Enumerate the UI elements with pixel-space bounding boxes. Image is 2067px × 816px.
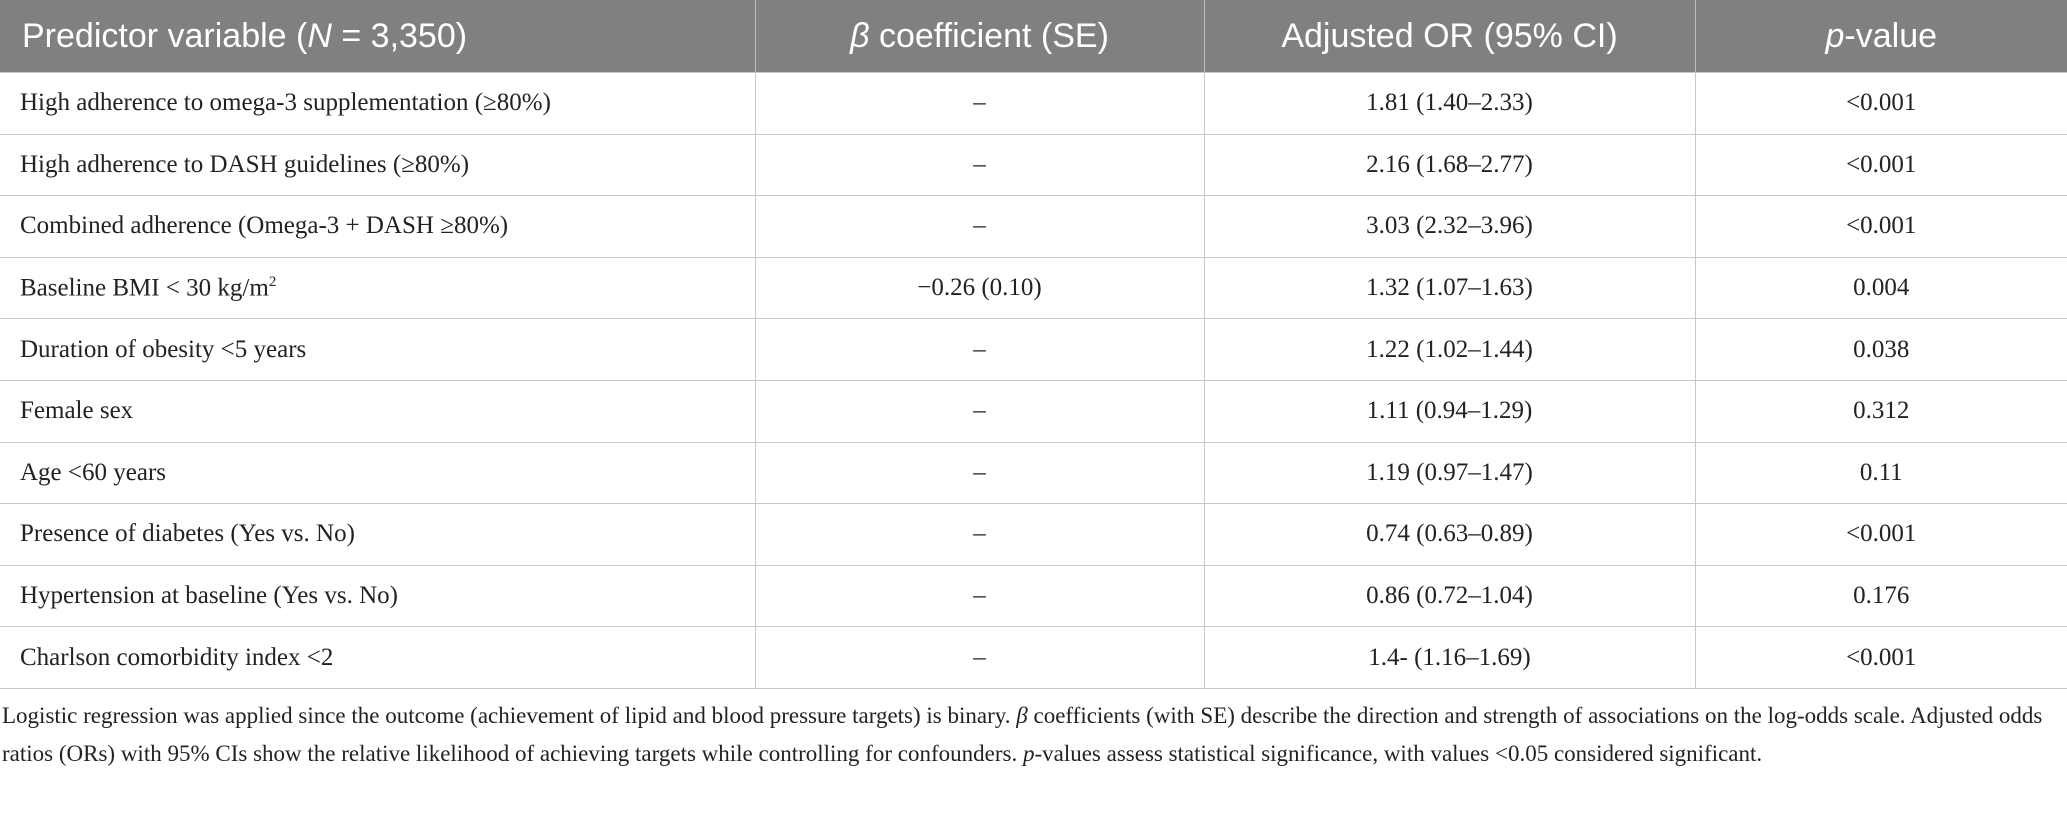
table-cell: −0.26 (0.10)	[754, 256, 1205, 320]
text-part: Predictor variable (	[22, 16, 308, 55]
table-cell: 1.19 (0.97–1.47)	[1203, 441, 1696, 505]
table-cell: <0.001	[1694, 503, 2067, 566]
table-cell: 3.03 (2.32–3.96)	[1203, 195, 1696, 258]
table-cell: –	[754, 195, 1205, 258]
table-cell: –	[754, 72, 1205, 135]
table-cell: Charlson comorbidity index <2	[0, 626, 756, 689]
table-row: Combined adherence (Omega-3 + DASH ≥80%)…	[0, 195, 2067, 258]
table-cell: 1.4- (1.16–1.69)	[1203, 626, 1696, 689]
table-row: Female sex –1.11 (0.94–1.29) 0.312	[0, 379, 2067, 443]
table-cell: High adherence to omega-3 supplementatio…	[0, 72, 756, 135]
text-part: β	[850, 16, 870, 55]
table-cell: 0.004	[1694, 256, 2067, 320]
table-cell: 2.16 (1.68–2.77)	[1203, 133, 1696, 197]
table-cell: –	[754, 318, 1205, 381]
table-body: High adherence to omega-3 supplementatio…	[0, 72, 2067, 689]
table-row: Hypertension at baseline (Yes vs. No) –0.…	[0, 564, 2067, 628]
table-row: Duration of obesity <5 years –1.22 (1.02–…	[0, 318, 2067, 381]
table-cell: Age <60 years	[0, 441, 756, 505]
table-row: Age <60 years –1.19 (0.97–1.47) 0.11	[0, 441, 2067, 505]
table-row: High adherence to DASH guidelines (≥80%)…	[0, 133, 2067, 197]
text-part: = 3,350)	[331, 16, 468, 55]
table-cell: 0.11	[1694, 441, 2067, 505]
table-cell: <0.001	[1694, 195, 2067, 258]
table-row: Charlson comorbidity index <2–1.4- (1.16…	[0, 626, 2067, 689]
text-part: Logistic regression was applied since th…	[2, 702, 1017, 728]
table-cell: 1.11 (0.94–1.29)	[1203, 379, 1696, 443]
table-cell: –	[754, 441, 1205, 505]
table-cell: –	[754, 564, 1205, 628]
text-part: Adjusted OR (95% CI)	[1281, 16, 1618, 55]
text-part: -value	[1844, 16, 1938, 55]
table-cell: Presence of diabetes (Yes vs. No)	[0, 503, 756, 566]
table-cell: 1.22 (1.02–1.44)	[1203, 318, 1696, 381]
table-cell: 0.312	[1694, 379, 2067, 443]
text-part: N	[307, 16, 332, 55]
header-cell: p-value	[1695, 0, 2067, 73]
table-cell: 1.81 (1.40–2.33)	[1203, 72, 1696, 135]
table-cell: 1.32 (1.07–1.63)	[1203, 256, 1696, 320]
text-part: 2	[268, 273, 277, 290]
table-cell: –	[754, 133, 1205, 197]
text-part: coefficients (with SE) describe the dire…	[2, 702, 2043, 766]
header-cell: Adjusted OR (95% CI)	[1204, 0, 1696, 73]
table-cell: 0.86 (0.72–1.04)	[1203, 564, 1696, 628]
text-part: β	[1016, 702, 1028, 728]
table-cell: 0.176	[1694, 564, 2067, 628]
text-part: coefficient (SE)	[869, 16, 1109, 55]
text-part: Baseline BMI < 30 kg/m	[20, 274, 269, 302]
results-table: Predictor variable (N = 3,350) β coeffici…	[0, 0, 2067, 689]
table-cell: Female sex	[0, 379, 756, 443]
table-row: Baseline BMI < 30 kg/m2 −0.26 (0.10) 1.32 …	[0, 256, 2067, 320]
table-cell: Hypertension at baseline (Yes vs. No)	[0, 564, 756, 628]
table-cell: High adherence to DASH guidelines (≥80%)	[0, 133, 756, 197]
table-cell: 0.038	[1694, 318, 2067, 381]
table-cell: –	[754, 626, 1205, 689]
table-cell: Duration of obesity <5 years	[0, 318, 756, 381]
table-cell: <0.001	[1694, 72, 2067, 135]
header-cell: Predictor variable (N = 3,350)	[0, 0, 756, 73]
footnote: Logistic regression was applied since th…	[0, 689, 2067, 773]
table-cell: <0.001	[1694, 626, 2067, 689]
table-cell: –	[754, 379, 1205, 443]
header-cell: β coefficient (SE)	[755, 0, 1205, 73]
table-row: Presence of diabetes (Yes vs. No) –0.74 (…	[0, 503, 2067, 566]
table-row: High adherence to omega-3 supplementatio…	[0, 72, 2067, 135]
table-cell: –	[754, 503, 1205, 566]
table-cell: <0.001	[1694, 133, 2067, 197]
text-part: p	[1825, 16, 1845, 55]
table-cell: Combined adherence (Omega-3 + DASH ≥80%)	[0, 195, 756, 258]
table-cell: 0.74 (0.63–0.89)	[1203, 503, 1696, 566]
text-part: -values assess statistical significance,…	[1034, 740, 1763, 766]
table-cell: Baseline BMI < 30 kg/m2	[0, 256, 756, 320]
text-part: p	[1022, 740, 1035, 766]
header-row: Predictor variable (N = 3,350) β coeffici…	[0, 0, 2067, 73]
